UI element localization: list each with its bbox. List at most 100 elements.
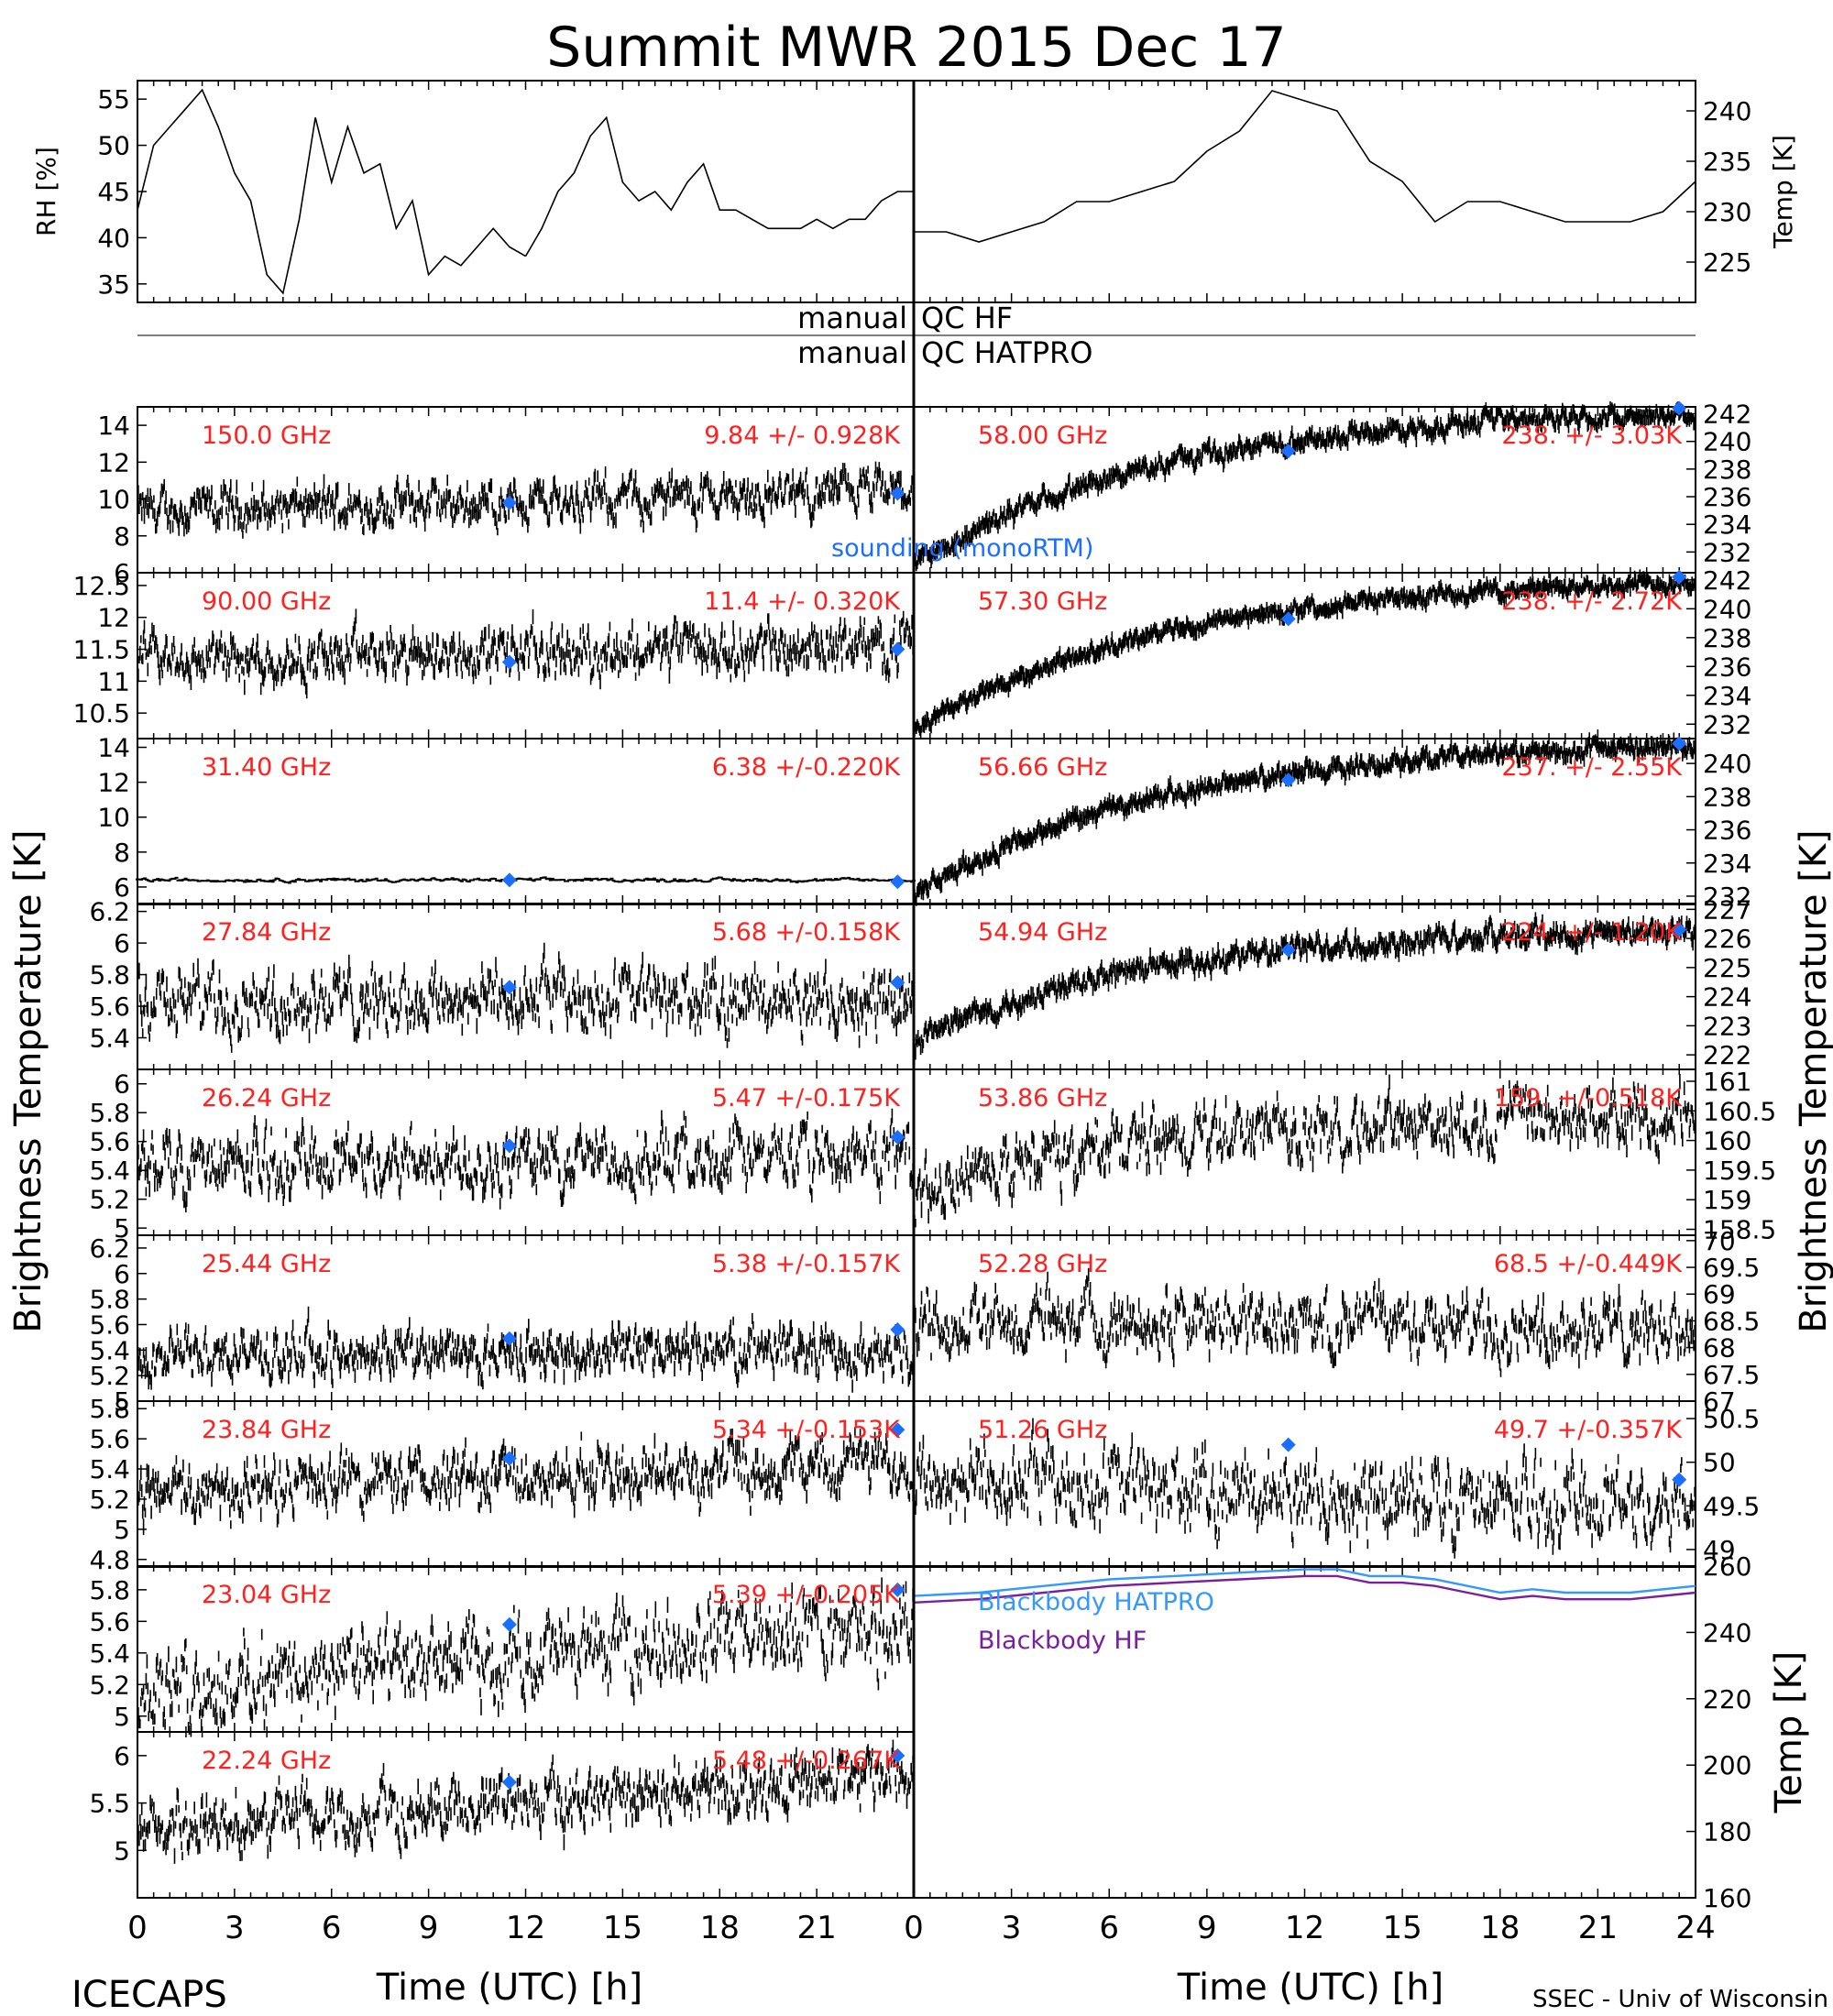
bb-line-1	[913, 1574, 1696, 1604]
footer-left: ICECAPS	[71, 1974, 227, 2016]
y-tick-label: 55	[97, 84, 130, 115]
y-tick-label: 234	[1703, 681, 1751, 711]
sounding-point	[501, 495, 517, 510]
y-tick-label: 240	[1703, 749, 1751, 779]
y-tick-label: 230	[1703, 197, 1751, 227]
y-tick-label: 6	[114, 1741, 130, 1771]
y-tick-label: 236	[1703, 652, 1751, 682]
y-tick-label: 5.4	[89, 1024, 130, 1054]
sounding-point	[1280, 1437, 1296, 1452]
y-tick-label: 35	[97, 269, 130, 300]
x-tick-label-left: 21	[796, 1910, 836, 1946]
y-tick-label: 8	[114, 838, 130, 868]
sounding-point	[1672, 1472, 1687, 1487]
panel-temp	[913, 80, 1696, 303]
x-tick-label-right: 0	[904, 1910, 924, 1946]
stat-label-p2624: 5.47 +/-0.175K	[712, 1084, 901, 1112]
bb-axis-label: Temp [K]	[1768, 1651, 1810, 1814]
legend-sounding: sounding (monoRTM)	[831, 534, 1093, 563]
x-tick-label-left: 3	[225, 1910, 245, 1946]
y-tick-label: 14	[97, 411, 130, 441]
stat-label-p5228: 68.5 +/-0.449K	[1494, 1250, 1683, 1278]
y-tick-label: 235	[1703, 147, 1751, 177]
y-tick-label: 5.8	[89, 1394, 130, 1424]
y-tick-label: 5.4	[89, 1335, 130, 1365]
y-tick-label: 242	[1703, 400, 1751, 430]
sounding-point	[890, 1422, 906, 1438]
sounding-point	[1280, 444, 1296, 459]
freq-label-p2384: 23.84 GHz	[202, 1416, 331, 1444]
sounding-point	[501, 1451, 517, 1466]
y-tick-label: 68	[1703, 1333, 1736, 1364]
stat-label-p5666: 237. +/- 2.55K	[1501, 753, 1683, 782]
x-tick-label-right: 6	[1099, 1910, 1119, 1946]
bb-line-0	[913, 1568, 1696, 1597]
stat-label-p5386: 159. +/-0.518K	[1494, 1084, 1683, 1112]
footer-right: SSEC - Univ of Wisconsin	[1532, 1986, 1828, 2013]
y-tick-label: 238	[1703, 782, 1751, 812]
sounding-point	[890, 1129, 906, 1145]
y-tick-label: 158.5	[1703, 1215, 1776, 1245]
y-tick-label: 6.2	[89, 897, 130, 927]
freq-label-p5800: 58.00 GHz	[978, 422, 1107, 450]
y-tick-label: 45	[97, 177, 130, 207]
x-tick-label-right: 12	[1285, 1910, 1324, 1946]
y-tick-label: 159.5	[1703, 1156, 1776, 1186]
freq-label-p2544: 25.44 GHz	[202, 1250, 331, 1278]
y-tick-label: 5.6	[89, 1606, 130, 1637]
x-tick-label-left: 18	[700, 1910, 740, 1946]
y-tick-label: 5.6	[89, 992, 130, 1022]
y-tick-label: 236	[1703, 482, 1751, 512]
sounding-point	[501, 980, 517, 995]
x-tick-label-left: 15	[603, 1910, 642, 1946]
y-tick-label: 160.5	[1703, 1096, 1776, 1126]
y-tick-label: 10.5	[73, 698, 130, 729]
y-tick-label: 70	[1703, 1226, 1736, 1256]
x-tick-label-right: 18	[1480, 1910, 1520, 1946]
sounding-point	[501, 1774, 517, 1790]
sounding-point	[890, 1582, 906, 1597]
y-tick-label: 5.8	[89, 960, 130, 991]
y-tick-label: 200	[1703, 1750, 1751, 1780]
x-tick-label-left: 9	[419, 1910, 439, 1946]
stat-label-p2224: 5.48 +/-0.267K	[712, 1747, 901, 1775]
sounding-point	[1672, 736, 1687, 751]
x-tick-label-right: 21	[1578, 1910, 1618, 1946]
panel-rh	[137, 80, 915, 303]
y-tick-label: 67	[1703, 1386, 1736, 1417]
y-tick-label: 11	[97, 666, 130, 696]
figure-title: Summit MWR 2015 Dec 17	[546, 16, 1286, 80]
stat-label-p2304: 5.39 +/-0.205K	[712, 1581, 901, 1609]
y-tick-label: 5.6	[89, 1424, 130, 1454]
x-axis-label-left: Time (UTC) [h]	[376, 1967, 642, 2009]
freq-label-p2224: 22.24 GHz	[202, 1747, 331, 1775]
sounding-point	[1672, 400, 1687, 416]
y-tick-label: 220	[1703, 1684, 1751, 1715]
y-tick-label: 180	[1703, 1817, 1751, 1847]
y-tick-label: 5.4	[89, 1638, 130, 1669]
rh-axis-label: RH [%]	[31, 147, 61, 236]
y-tick-label: 10	[97, 803, 130, 833]
freq-label-p90: 90.00 GHz	[202, 587, 331, 616]
sounding-point	[890, 1748, 906, 1763]
data-points-p2624	[137, 1108, 915, 1213]
freq-label-p5494: 54.94 GHz	[978, 918, 1107, 947]
y-tick-label: 232	[1703, 709, 1751, 740]
y-tick-label: 6	[114, 558, 130, 588]
sounding-point	[890, 641, 906, 657]
legend-bb-hf: Blackbody HF	[978, 1627, 1147, 1655]
data-points-p150	[137, 461, 915, 539]
sounding-point	[1672, 569, 1687, 585]
y-tick-label: 49	[1703, 1535, 1736, 1565]
y-tick-label: 5.5	[89, 1789, 130, 1819]
y-tick-label: 5.8	[89, 1285, 130, 1315]
freq-label-p5386: 53.86 GHz	[978, 1084, 1107, 1112]
y-tick-label: 5	[114, 1386, 130, 1417]
data-points-p314	[136, 876, 916, 884]
sounding-point	[501, 1331, 517, 1346]
data-points-p2384	[137, 1427, 915, 1536]
rh-line	[137, 88, 526, 295]
y-tick-label: 5.4	[89, 1156, 130, 1186]
y-tick-label: 12	[97, 603, 130, 633]
